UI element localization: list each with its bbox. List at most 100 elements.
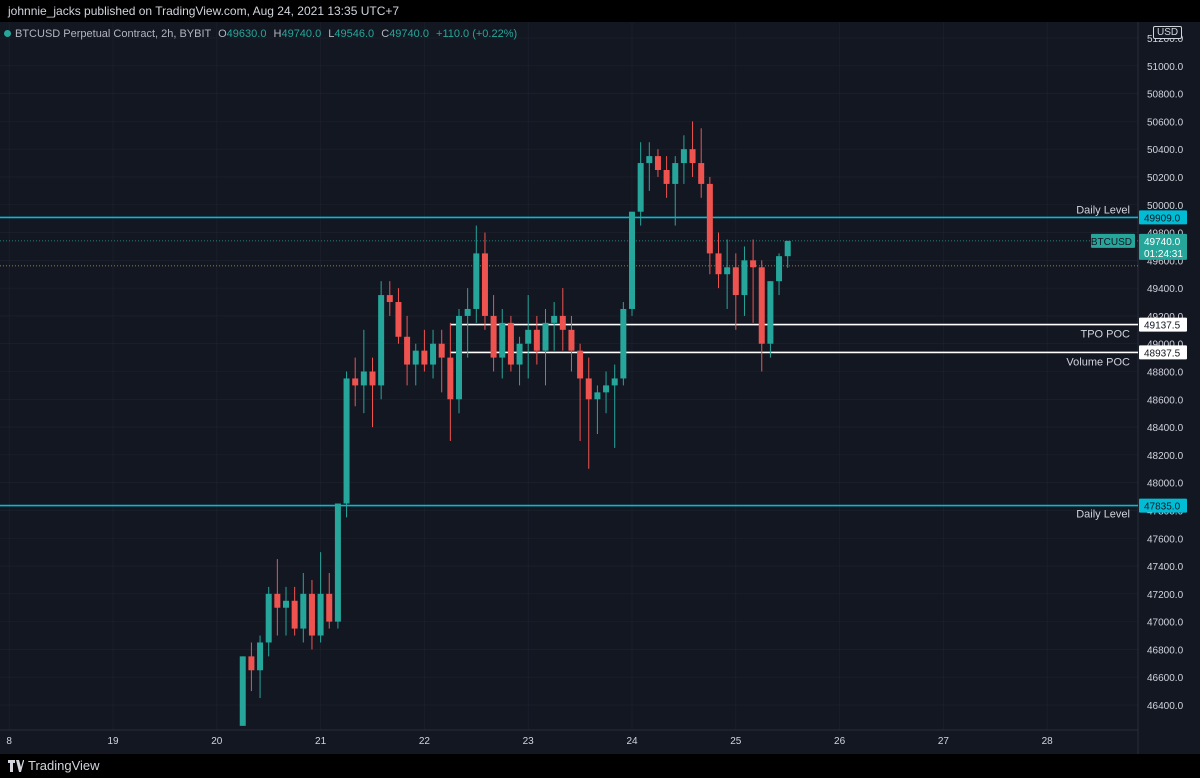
y-tick-label: 46600.0 bbox=[1147, 673, 1184, 684]
candle-down bbox=[352, 378, 359, 386]
x-tick-label: 26 bbox=[834, 736, 846, 747]
candle-up bbox=[594, 392, 601, 400]
legend-close: 49740.0 bbox=[389, 28, 429, 40]
candle-down bbox=[481, 253, 488, 316]
y-tick-label: 48400.0 bbox=[1147, 423, 1184, 434]
x-tick-label: 28 bbox=[1042, 736, 1054, 747]
y-tick-label: 46400.0 bbox=[1147, 701, 1184, 712]
x-tick-label: 24 bbox=[626, 736, 638, 747]
candle-up bbox=[776, 256, 783, 282]
candle-down bbox=[291, 600, 298, 629]
y-tick-label: 50600.0 bbox=[1147, 117, 1184, 128]
candle-up bbox=[430, 343, 437, 365]
candle-up bbox=[551, 315, 558, 323]
candle-down bbox=[663, 170, 670, 184]
candle-up bbox=[343, 378, 350, 504]
candle-up bbox=[629, 211, 635, 309]
candle-up bbox=[473, 253, 480, 309]
candle-up bbox=[603, 385, 610, 393]
candle-up bbox=[620, 308, 627, 379]
price-chart[interactable]: 51200.0 51000.0 50800.0 50600.0 50400.0 50200… bbox=[0, 22, 1200, 754]
candle-up bbox=[283, 600, 289, 608]
candle-down bbox=[750, 260, 757, 268]
candle-up bbox=[784, 240, 791, 257]
candle-up bbox=[680, 149, 687, 164]
candle-down bbox=[533, 329, 540, 351]
candle-up bbox=[525, 329, 532, 344]
candle-up bbox=[672, 163, 679, 184]
candle-down bbox=[248, 656, 255, 671]
candle-up bbox=[456, 315, 462, 400]
candle-up bbox=[741, 260, 748, 296]
candle-down bbox=[758, 267, 765, 344]
y-tick-label: 50200.0 bbox=[1147, 173, 1184, 184]
legend-open-key: O bbox=[218, 28, 227, 40]
footer-bar: TradingView bbox=[0, 754, 1200, 778]
candle-down bbox=[568, 329, 575, 351]
level-price-box bbox=[1139, 210, 1187, 225]
y-tick-label: 47000.0 bbox=[1147, 618, 1184, 629]
legend-close-key: C bbox=[381, 28, 390, 40]
level-price-box bbox=[1139, 317, 1187, 332]
candle-up bbox=[516, 343, 523, 365]
level-name-label: Daily Level bbox=[1076, 204, 1130, 216]
y-tick-label: 50800.0 bbox=[1147, 90, 1184, 101]
candle-up bbox=[334, 503, 341, 622]
level-price-box bbox=[1139, 498, 1187, 513]
candle-down bbox=[654, 156, 661, 171]
chart-background bbox=[0, 22, 1200, 754]
publish-text: johnnie_jacks published on TradingView.c… bbox=[8, 4, 400, 18]
candle-down bbox=[369, 371, 376, 386]
y-tick-label: 48000.0 bbox=[1147, 479, 1184, 490]
x-tick-label: 20 bbox=[211, 736, 223, 747]
last-price-label: 49740.0 bbox=[1144, 237, 1181, 248]
candle-down bbox=[274, 593, 281, 608]
level-name-label: Volume POC bbox=[1066, 356, 1130, 368]
candle-down bbox=[715, 253, 722, 275]
x-tick-label: 27 bbox=[938, 736, 950, 747]
x-tick-label: 25 bbox=[730, 736, 742, 747]
candle-up bbox=[499, 322, 506, 358]
candle-down bbox=[732, 267, 739, 296]
candle-down bbox=[559, 315, 566, 330]
y-tick-label: 51200.0 bbox=[1147, 34, 1184, 45]
candle-down bbox=[395, 302, 402, 337]
y-tick-label: 48600.0 bbox=[1147, 395, 1184, 406]
legend-high: 49740.0 bbox=[281, 28, 322, 40]
symbol-tag bbox=[1091, 233, 1135, 248]
symbol-tag-text: BTCUSD bbox=[1091, 237, 1132, 248]
currency-badge[interactable]: USD bbox=[1153, 26, 1183, 39]
candle-down bbox=[308, 593, 315, 636]
candle-up bbox=[257, 642, 264, 671]
y-tick-label: 48200.0 bbox=[1147, 451, 1184, 462]
candle-up bbox=[724, 267, 731, 275]
candle-down bbox=[585, 378, 592, 400]
x-tick-label: 23 bbox=[523, 736, 535, 747]
legend-high-key: H bbox=[273, 28, 282, 40]
level-name-label: Daily Level bbox=[1076, 509, 1130, 521]
y-tick-label: 46800.0 bbox=[1147, 645, 1184, 656]
y-tick-label: 47400.0 bbox=[1147, 562, 1184, 573]
x-tick-label: 21 bbox=[315, 736, 327, 747]
candle-up bbox=[646, 156, 653, 164]
footer-brand: TradingView bbox=[28, 758, 100, 773]
candle-down bbox=[698, 163, 705, 184]
candle-up bbox=[317, 593, 324, 636]
y-tick-label: 50400.0 bbox=[1147, 145, 1184, 156]
legend-symbol: BTCUSD Perpetual Contract, 2h, BYBIT bbox=[15, 28, 212, 40]
y-tick-label: 47200.0 bbox=[1147, 590, 1184, 601]
candle-down bbox=[706, 183, 713, 254]
legend-low-key: L bbox=[328, 28, 335, 40]
candle-up bbox=[360, 371, 367, 386]
level-price-label: 49909.0 bbox=[1144, 213, 1181, 224]
level-price-label: 48937.5 bbox=[1144, 348, 1181, 359]
candle-down bbox=[404, 336, 411, 365]
candle-down bbox=[326, 593, 333, 622]
candle-up bbox=[542, 322, 549, 351]
level-price-label: 47835.0 bbox=[1144, 502, 1181, 513]
candle-up bbox=[300, 593, 307, 629]
y-tick-label: 51000.0 bbox=[1147, 62, 1184, 73]
y-tick-label: 47600.0 bbox=[1147, 534, 1184, 545]
level-price-box bbox=[1139, 345, 1187, 360]
legend-change: +110.0 (+0.22%) bbox=[436, 28, 518, 40]
